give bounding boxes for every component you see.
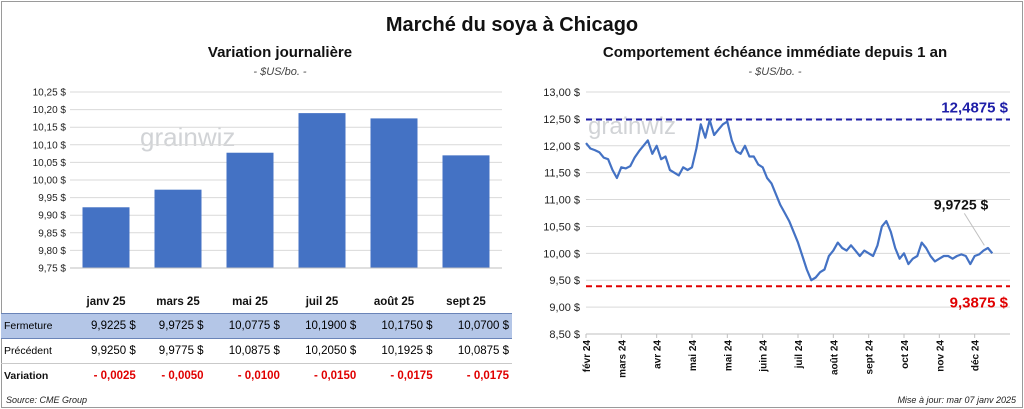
x-tick-label: sept 25 <box>446 296 486 308</box>
x-tick-label: juil 25 <box>305 296 339 308</box>
x-tick-label: avr 24 <box>653 340 664 369</box>
y-tick-label: 10,25 $ <box>33 88 67 99</box>
table-cell: - 0,0175 <box>466 370 509 382</box>
table-cell: - 0,0175 <box>390 370 433 382</box>
table-cell: 9,9725 $ <box>138 313 207 339</box>
reference-label-high: 12,4875 $ <box>941 100 1008 117</box>
x-tick-label: août 24 <box>829 340 840 375</box>
table-cell: 10,0875 $ <box>435 338 512 364</box>
price-table: Fermeture 9,9225 $ 9,9725 $ 10,0775 $ 10… <box>1 313 512 388</box>
y-tick-label: 11,00 $ <box>544 195 580 207</box>
y-tick-label: 9,75 $ <box>38 264 66 275</box>
last-price-annotation: 9,9725 $ <box>934 196 989 212</box>
x-tick-label: mars 25 <box>156 296 200 308</box>
y-tick-label: 9,50 $ <box>549 275 580 287</box>
watermark-text: grainwiz <box>140 122 235 152</box>
table-cell: 10,0875 $ <box>206 338 283 364</box>
y-tick-label: 10,00 $ <box>543 248 580 260</box>
table-row-fermeture: Fermeture 9,9225 $ 9,9725 $ 10,0775 $ 10… <box>1 313 512 339</box>
y-tick-label: 10,15 $ <box>33 123 67 134</box>
y-tick-label: 10,00 $ <box>33 176 67 187</box>
y-tick-label: 9,80 $ <box>38 246 66 257</box>
bar <box>298 113 346 269</box>
table-cell: 9,9225 $ <box>71 313 139 339</box>
y-tick-label: 10,20 $ <box>33 105 67 116</box>
y-tick-label: 13,00 $ <box>543 87 580 99</box>
table-cell: 10,2050 $ <box>282 338 360 364</box>
table-cell: - 0,0150 <box>314 370 357 382</box>
table-cell: 9,9250 $ <box>71 338 139 364</box>
table-cell: - 0,0050 <box>161 370 204 382</box>
left-panel-title: Variation journalière <box>207 44 353 61</box>
bar <box>82 207 130 268</box>
table-row-precedent: Précédent 9,9250 $ 9,9775 $ 10,0875 $ 10… <box>1 338 512 364</box>
row-label: Variation <box>4 370 49 382</box>
table-row-variation: Variation - 0,0025 - 0,0050 - 0,0100 - 0… <box>1 364 512 389</box>
bar <box>442 155 490 268</box>
x-tick-label: août 25 <box>374 296 415 308</box>
watermark-text: grainwiz <box>588 113 676 140</box>
bar <box>370 118 418 269</box>
bar <box>226 152 274 268</box>
left-panel-subtitle: - $US/bo. - <box>253 66 307 78</box>
row-label: Précédent <box>1 338 71 364</box>
bar-chart: grainwiz 9,75 $ 9,80 $ 9,85 $ 9,90 $ 9,95 $ 10… <box>33 88 502 308</box>
bar <box>154 189 202 268</box>
y-tick-label: 10,05 $ <box>33 158 67 169</box>
y-tick-label: 11,50 $ <box>544 168 580 180</box>
row-label: Fermeture <box>1 313 71 339</box>
x-tick-label: juin 24 <box>759 340 770 373</box>
x-tick-label: nov 24 <box>935 340 946 372</box>
table-cell: - 0,0100 <box>237 370 280 382</box>
y-tick-label: 9,90 $ <box>38 211 66 222</box>
x-tick-label: mai 25 <box>232 296 268 308</box>
x-tick-label: févr 24 <box>582 340 593 373</box>
y-tick-label: 9,95 $ <box>38 193 66 204</box>
table-cell: 10,1925 $ <box>359 338 436 364</box>
y-tick-label: 12,00 $ <box>543 141 580 153</box>
page-title: Marché du soya à Chicago <box>385 14 639 36</box>
x-tick-label: déc 24 <box>971 340 982 372</box>
x-tick-label: juil 24 <box>794 340 805 370</box>
x-tick-label: janv 25 <box>86 296 127 308</box>
x-tick-label: mars 24 <box>617 340 628 378</box>
right-panel-subtitle: - $US/bo. - <box>748 66 802 78</box>
table-cell: 10,1900 $ <box>282 313 360 339</box>
table-cell: - 0,0025 <box>93 370 136 382</box>
y-tick-label: 8,50 $ <box>549 329 580 341</box>
y-tick-label: 10,10 $ <box>33 140 67 151</box>
y-tick-label: 10,50 $ <box>543 221 580 233</box>
right-panel-title: Comportement échéance immédiate depuis 1… <box>602 44 948 61</box>
x-tick-label: mai 24 <box>723 340 734 372</box>
y-tick-label: 12,50 $ <box>543 114 580 126</box>
y-tick-label: 9,85 $ <box>38 228 66 239</box>
table-cell: 9,9775 $ <box>138 338 207 364</box>
x-tick-label: oct 24 <box>900 340 911 369</box>
y-tick-label: 9,00 $ <box>549 302 580 314</box>
source-note: Source: CME Group <box>6 395 88 405</box>
price-series-line <box>585 118 994 282</box>
x-tick-label: sept 24 <box>865 340 876 375</box>
table-cell: 10,1750 $ <box>359 313 436 339</box>
annotation-leader <box>963 213 985 246</box>
reference-label-low: 9,3875 $ <box>950 294 1009 311</box>
table-cell: 10,0700 $ <box>435 313 512 339</box>
x-tick-label: mai 24 <box>688 340 699 372</box>
line-chart: grainwiz 8,50 $ 9,00 $ 9,50 $ 10,00 $ 10,50 $… <box>543 87 1010 378</box>
table-cell: 10,0775 $ <box>206 313 283 339</box>
update-note: Mise à jour: mar 07 janv 2025 <box>897 395 1016 405</box>
